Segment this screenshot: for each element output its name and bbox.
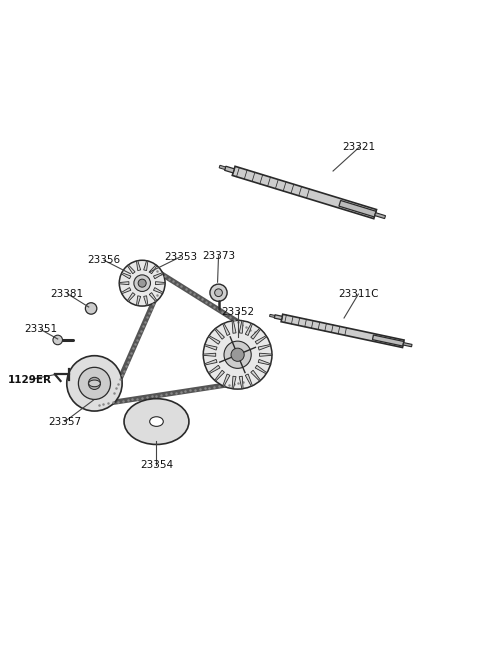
Text: 23354: 23354 [140,459,173,470]
Polygon shape [149,292,157,302]
Polygon shape [121,288,131,294]
Circle shape [53,335,62,345]
Polygon shape [372,335,404,346]
Polygon shape [219,166,226,170]
Text: 1129ER: 1129ER [8,374,52,384]
Polygon shape [203,353,216,356]
Circle shape [231,348,244,361]
Text: 23373: 23373 [202,251,235,261]
Polygon shape [239,321,243,333]
Circle shape [210,284,227,302]
Polygon shape [215,371,225,381]
Polygon shape [136,261,141,271]
Ellipse shape [124,399,189,445]
Text: 23353: 23353 [164,252,197,262]
Polygon shape [403,342,412,347]
Polygon shape [225,166,234,173]
Polygon shape [136,296,141,306]
Circle shape [85,303,97,314]
Text: 23356: 23356 [87,256,120,265]
Polygon shape [339,200,376,217]
Circle shape [88,377,100,390]
Polygon shape [375,213,385,219]
Polygon shape [127,292,135,302]
Polygon shape [156,282,165,284]
Text: 23311C: 23311C [338,289,379,299]
Polygon shape [223,374,230,386]
Polygon shape [119,282,129,284]
Polygon shape [251,328,261,339]
Polygon shape [255,336,267,344]
Polygon shape [223,323,230,336]
Circle shape [134,275,150,292]
Polygon shape [204,359,217,365]
Polygon shape [204,344,217,350]
Polygon shape [274,315,282,320]
Ellipse shape [150,417,163,426]
Circle shape [78,367,110,399]
Circle shape [215,289,222,296]
Polygon shape [154,273,163,279]
Polygon shape [260,353,272,356]
Polygon shape [127,265,135,274]
Polygon shape [149,265,157,274]
Polygon shape [251,371,261,381]
Polygon shape [215,328,225,339]
Text: 23357: 23357 [48,417,82,426]
Text: 23351: 23351 [24,325,57,334]
Polygon shape [154,288,163,294]
Text: 23321: 23321 [343,142,376,152]
Circle shape [203,321,272,389]
Circle shape [119,260,165,306]
Polygon shape [232,321,236,333]
Polygon shape [258,344,271,350]
Circle shape [138,279,146,287]
Polygon shape [239,376,243,389]
Polygon shape [144,261,148,271]
Ellipse shape [89,380,100,387]
Polygon shape [255,365,267,374]
Polygon shape [258,359,271,365]
Circle shape [224,341,251,369]
Polygon shape [232,376,236,389]
Polygon shape [281,314,404,348]
Polygon shape [270,314,275,317]
Polygon shape [245,323,252,336]
Text: 23381: 23381 [51,288,84,299]
Text: 23352: 23352 [221,307,254,317]
Polygon shape [144,296,148,306]
Polygon shape [208,365,220,374]
Polygon shape [208,336,220,344]
Polygon shape [121,273,131,279]
Circle shape [67,355,122,411]
Polygon shape [232,166,376,219]
Polygon shape [245,374,252,386]
